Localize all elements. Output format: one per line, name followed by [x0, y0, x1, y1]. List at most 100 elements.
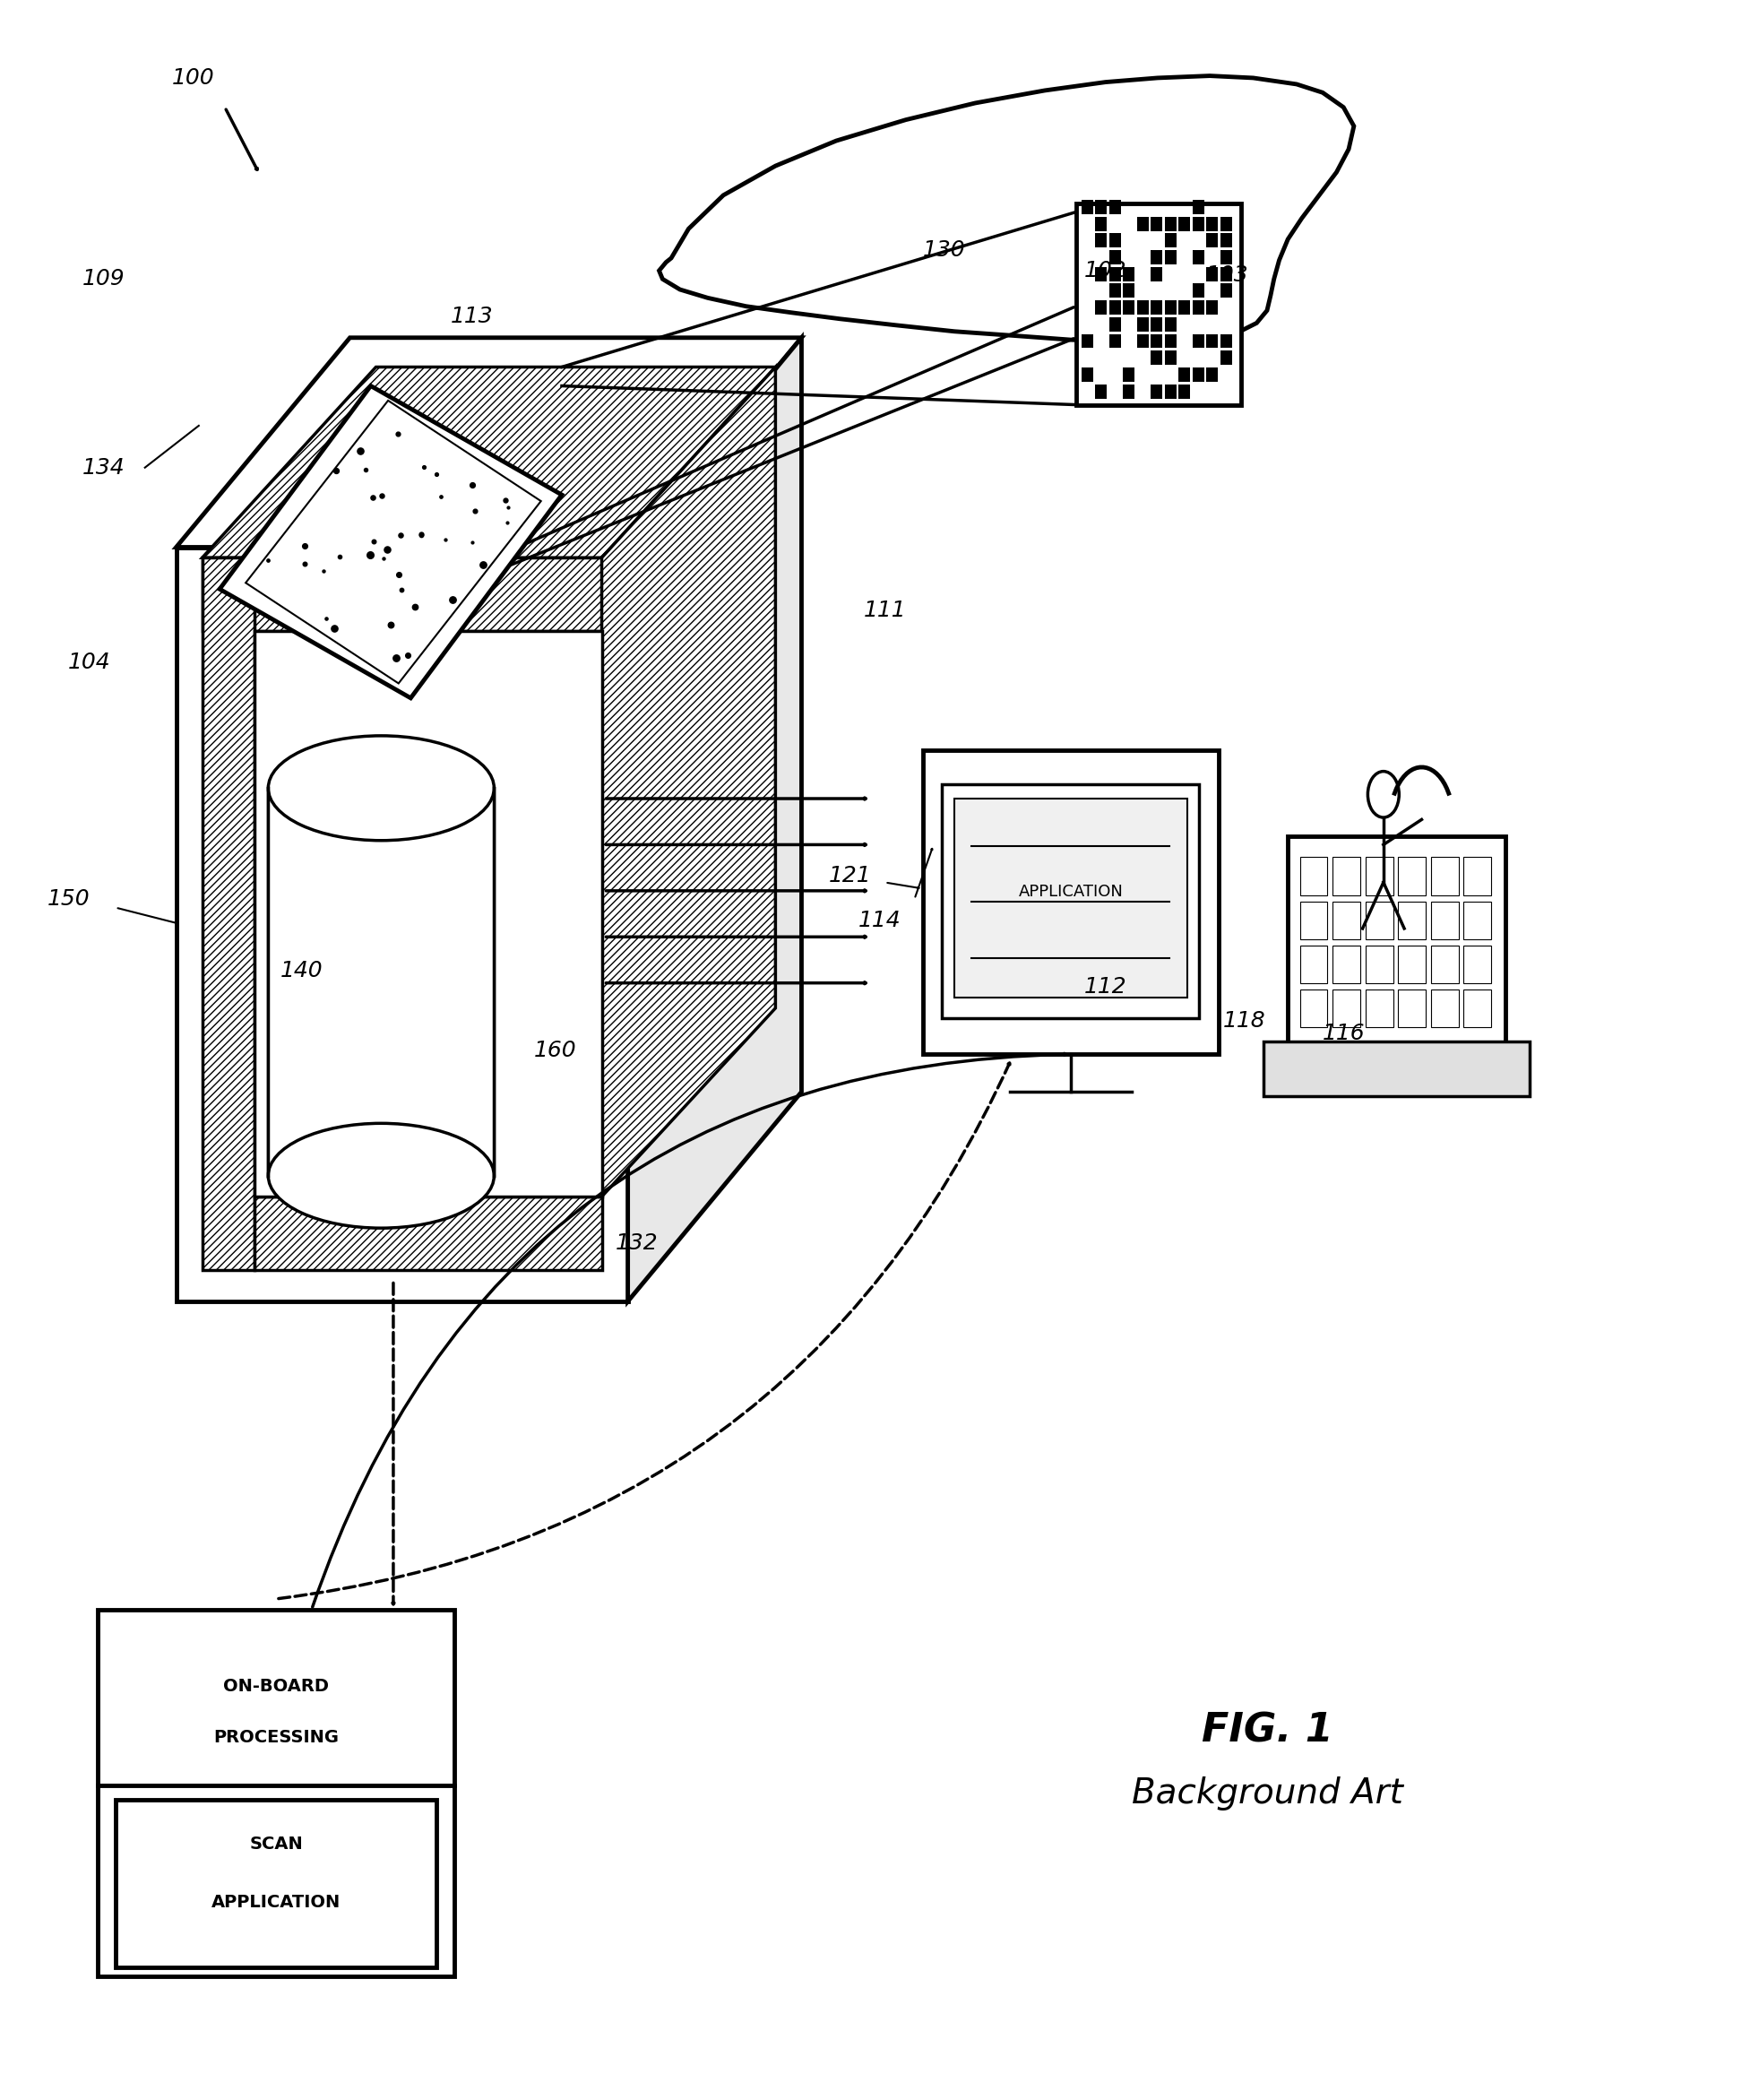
Bar: [1124, 368, 1134, 382]
Bar: [1110, 250, 1120, 265]
Bar: [1219, 267, 1232, 281]
Text: 100: 100: [172, 67, 214, 88]
Text: 116: 116: [1322, 1023, 1364, 1044]
Bar: [1096, 384, 1106, 399]
Bar: [1366, 989, 1394, 1027]
Ellipse shape: [268, 735, 495, 840]
Bar: [1082, 200, 1092, 214]
Bar: [1151, 250, 1162, 265]
Bar: [1205, 300, 1218, 315]
Bar: [1165, 250, 1176, 265]
Bar: [1219, 233, 1232, 248]
Bar: [1138, 300, 1148, 315]
Bar: [1192, 334, 1204, 349]
Bar: [1300, 901, 1327, 939]
Polygon shape: [627, 338, 801, 1302]
Bar: [1165, 384, 1176, 399]
Bar: [1333, 989, 1361, 1027]
Text: APPLICATION: APPLICATION: [211, 1894, 341, 1911]
Bar: [1110, 334, 1120, 349]
Bar: [1399, 857, 1425, 895]
Bar: [1138, 317, 1148, 332]
Bar: [1110, 300, 1120, 315]
Bar: [1096, 200, 1106, 214]
Bar: [1110, 317, 1120, 332]
Bar: [1333, 945, 1361, 983]
Bar: [942, 783, 1198, 1018]
Ellipse shape: [268, 1124, 495, 1228]
Bar: [1082, 368, 1092, 382]
Bar: [1300, 857, 1327, 895]
Bar: [1138, 216, 1148, 231]
Text: PROCESSING: PROCESSING: [213, 1728, 338, 1747]
Bar: [1165, 351, 1176, 365]
Text: 118: 118: [1223, 1010, 1266, 1031]
Bar: [1151, 267, 1162, 281]
Text: 102: 102: [1084, 260, 1127, 281]
Bar: [1165, 216, 1176, 231]
Bar: [1300, 945, 1327, 983]
Bar: [1124, 384, 1134, 399]
Bar: [1165, 334, 1176, 349]
Bar: [1192, 284, 1204, 298]
Bar: [1430, 901, 1458, 939]
Bar: [1077, 204, 1240, 405]
Bar: [1151, 384, 1162, 399]
Text: FIG. 1: FIG. 1: [1202, 1712, 1333, 1749]
Bar: [1124, 300, 1134, 315]
Bar: [1124, 267, 1134, 281]
Bar: [1096, 216, 1106, 231]
Bar: [1096, 300, 1106, 315]
Text: APPLICATION: APPLICATION: [1019, 884, 1124, 901]
Text: 103: 103: [1205, 265, 1249, 286]
Text: 109: 109: [82, 269, 125, 290]
Polygon shape: [219, 386, 563, 697]
Bar: [1430, 989, 1458, 1027]
Bar: [1178, 216, 1190, 231]
Bar: [1096, 233, 1106, 248]
Bar: [1110, 200, 1120, 214]
Bar: [1366, 945, 1394, 983]
Polygon shape: [254, 630, 601, 1197]
Bar: [1124, 284, 1134, 298]
Text: 104: 104: [68, 651, 111, 674]
Bar: [1399, 901, 1425, 939]
Bar: [1399, 945, 1425, 983]
Bar: [1219, 284, 1232, 298]
Bar: [1205, 334, 1218, 349]
Text: 114: 114: [859, 909, 901, 930]
Bar: [1151, 317, 1162, 332]
Bar: [955, 798, 1186, 998]
Text: 134: 134: [82, 458, 125, 479]
Bar: [1300, 989, 1327, 1027]
Bar: [1178, 384, 1190, 399]
Bar: [1287, 836, 1505, 1046]
Polygon shape: [176, 548, 627, 1302]
Bar: [1366, 857, 1394, 895]
Bar: [1192, 368, 1204, 382]
Text: 111: 111: [864, 598, 906, 622]
Bar: [1192, 250, 1204, 265]
Bar: [1463, 989, 1491, 1027]
Text: ON-BOARD: ON-BOARD: [223, 1678, 329, 1695]
Bar: [1178, 300, 1190, 315]
Bar: [115, 1800, 437, 1968]
Ellipse shape: [1367, 771, 1399, 817]
Bar: [1165, 233, 1176, 248]
Bar: [1463, 945, 1491, 983]
Bar: [1192, 300, 1204, 315]
Bar: [1082, 334, 1092, 349]
Polygon shape: [202, 559, 601, 630]
Polygon shape: [176, 338, 801, 548]
Bar: [1192, 200, 1204, 214]
Text: Background Art: Background Art: [1131, 1777, 1402, 1810]
Bar: [1219, 216, 1232, 231]
Polygon shape: [202, 559, 254, 1270]
Bar: [1333, 857, 1361, 895]
Bar: [1110, 267, 1120, 281]
Text: 132: 132: [615, 1233, 658, 1254]
Text: 113: 113: [449, 307, 493, 328]
Bar: [1263, 1042, 1529, 1096]
Bar: [1138, 334, 1148, 349]
Bar: [1151, 334, 1162, 349]
